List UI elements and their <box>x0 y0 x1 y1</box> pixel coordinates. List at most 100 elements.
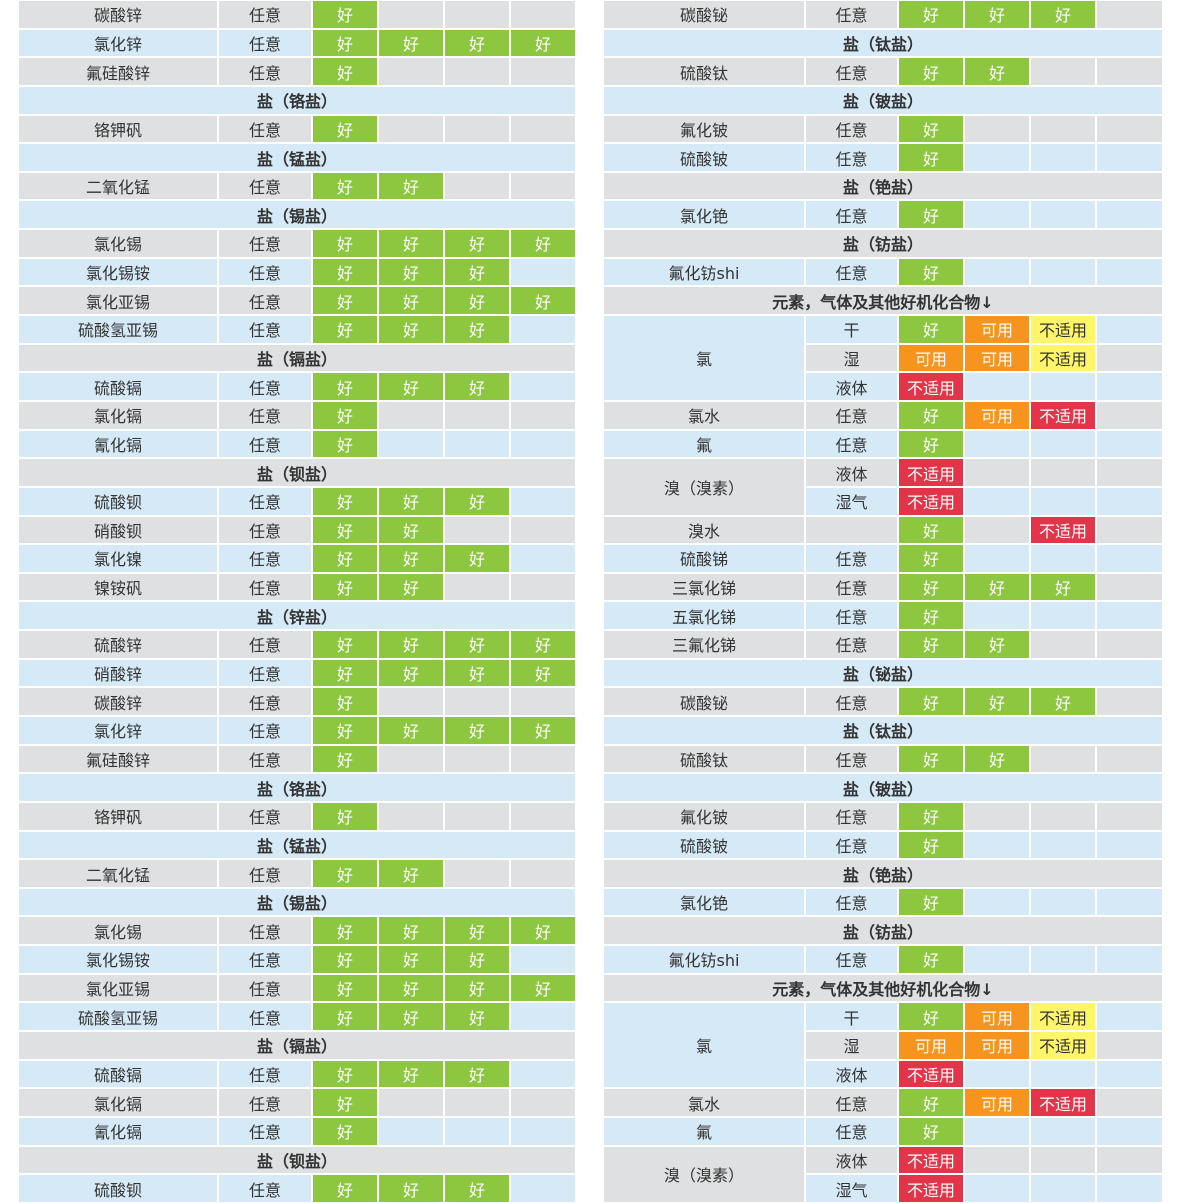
rating-cell: 好 <box>313 917 377 945</box>
section-header: 盐（镉盐） <box>19 1032 575 1059</box>
empty-cell <box>1097 316 1162 343</box>
rating-cell: 可用 <box>899 344 963 372</box>
rating-cell: 好 <box>379 917 443 945</box>
substance-name: 氯水 <box>604 1089 804 1116</box>
rating-cell: 好 <box>1031 688 1095 715</box>
condition: 任意 <box>806 401 897 429</box>
rating-cell: 好 <box>379 946 443 973</box>
rating-cell: 好 <box>313 946 377 973</box>
condition: 任意 <box>219 1117 311 1145</box>
empty-cell <box>1097 344 1162 372</box>
empty-cell <box>511 802 575 830</box>
empty-cell <box>379 1089 443 1116</box>
rating-cell: 好 <box>899 631 963 658</box>
section-header: 元素，气体及其他好机化合物↓ <box>604 974 1162 1002</box>
empty-cell <box>445 1 509 28</box>
empty-cell <box>965 144 1029 171</box>
empty-cell <box>1031 888 1095 916</box>
rating-cell: 好 <box>313 1117 377 1145</box>
section-header: 盐（钫盐） <box>604 230 1162 257</box>
substance-name: 碳酸锌 <box>19 1 217 28</box>
rating-cell: 好 <box>445 545 509 572</box>
condition: 湿气 <box>806 487 897 515</box>
rating-cell: 好 <box>379 516 443 544</box>
empty-cell <box>1031 459 1095 486</box>
empty-cell <box>511 373 575 400</box>
substance-name: 二氧化锰 <box>19 860 217 887</box>
substance-name: 氯化镍 <box>19 545 217 572</box>
empty-cell <box>445 1089 509 1116</box>
rating-cell: 好 <box>899 258 963 286</box>
condition: 任意 <box>219 401 311 429</box>
section-header: 盐（镉盐） <box>19 344 575 372</box>
rating-cell: 好 <box>313 974 377 1002</box>
rating-cell: 不适用 <box>1031 1089 1095 1116</box>
substance-name: 硫酸镉 <box>19 1060 217 1088</box>
empty-cell <box>511 1060 575 1088</box>
rating-cell: 好 <box>379 230 443 257</box>
rating-cell: 好 <box>313 1003 377 1031</box>
substance-name: 氯化锌 <box>19 29 217 57</box>
empty-cell <box>1097 802 1162 830</box>
empty-cell <box>1031 201 1095 229</box>
condition: 任意 <box>806 631 897 658</box>
rating-cell: 不适用 <box>899 1175 963 1202</box>
condition: 任意 <box>219 573 311 601</box>
rating-cell: 好 <box>313 717 377 744</box>
rating-cell: 好 <box>313 631 377 658</box>
rating-cell: 好 <box>313 1060 377 1088</box>
rating-cell: 好 <box>445 1060 509 1088</box>
condition: 任意 <box>219 745 311 773</box>
empty-cell <box>511 946 575 973</box>
empty-cell <box>1097 401 1162 429</box>
condition: 任意 <box>219 487 311 515</box>
rating-cell: 好 <box>313 659 377 687</box>
empty-cell <box>1097 1060 1162 1088</box>
empty-cell <box>1097 1089 1162 1116</box>
empty-cell <box>965 516 1029 544</box>
condition: 任意 <box>806 115 897 143</box>
substance-name: 氯化锡 <box>19 917 217 945</box>
rating-cell: 好 <box>1031 1 1095 28</box>
empty-cell <box>445 802 509 830</box>
empty-cell <box>511 258 575 286</box>
empty-cell <box>1097 745 1162 773</box>
rating-cell: 可用 <box>965 1003 1029 1031</box>
substance-name: 三氯化锑 <box>604 573 804 601</box>
section-header: 盐（铍盐） <box>604 774 1162 801</box>
substance-name: 氯水 <box>604 401 804 429</box>
empty-cell <box>445 688 509 715</box>
empty-cell <box>379 430 443 458</box>
rating-cell: 好 <box>965 631 1029 658</box>
empty-cell <box>511 430 575 458</box>
rating-cell: 好 <box>379 373 443 400</box>
substance-name: 氰化镉 <box>19 1117 217 1145</box>
rating-cell: 不适用 <box>899 487 963 515</box>
condition: 液体 <box>806 1060 897 1088</box>
empty-cell <box>511 401 575 429</box>
substance-name: 硫酸锑 <box>604 545 804 572</box>
condition: 任意 <box>806 946 897 973</box>
rating-cell: 不适用 <box>899 373 963 400</box>
rating-cell: 好 <box>313 258 377 286</box>
empty-cell <box>1031 115 1095 143</box>
rating-cell: 好 <box>965 573 1029 601</box>
rating-cell: 好 <box>379 287 443 315</box>
condition: 任意 <box>219 717 311 744</box>
rating-cell: 好 <box>899 516 963 544</box>
condition: 任意 <box>219 1175 311 1202</box>
empty-cell <box>511 545 575 572</box>
substance-name: 氟 <box>604 1117 804 1145</box>
substance-name: 氟化钫shi <box>604 946 804 973</box>
substance-name: 氟 <box>604 430 804 458</box>
substance-name: 铬钾矾 <box>19 802 217 830</box>
section-header: 盐（钡盐） <box>19 459 575 486</box>
rating-cell: 好 <box>445 631 509 658</box>
empty-cell <box>379 688 443 715</box>
condition: 湿气 <box>806 1175 897 1202</box>
empty-cell <box>1031 430 1095 458</box>
rating-cell: 好 <box>313 688 377 715</box>
section-header: 盐（铍盐） <box>604 86 1162 114</box>
rating-cell: 可用 <box>965 344 1029 372</box>
rating-cell: 好 <box>313 860 377 887</box>
